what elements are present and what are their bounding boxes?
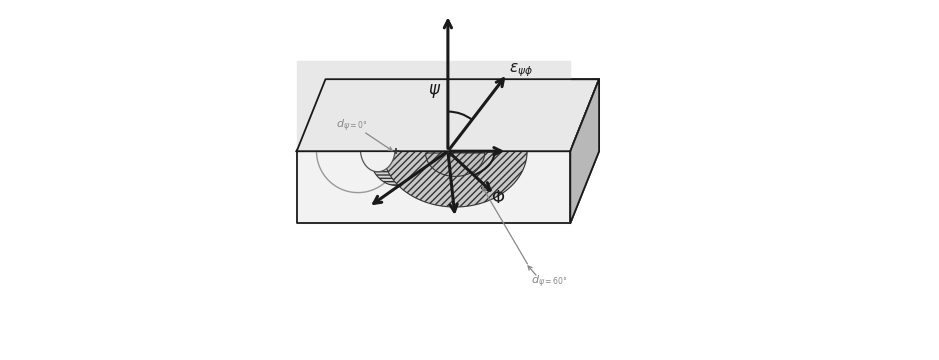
Text: $\Phi$: $\Phi$: [491, 189, 505, 207]
Text: $d_{\psi=60°}$: $d_{\psi=60°}$: [531, 274, 567, 290]
Polygon shape: [383, 151, 527, 207]
Polygon shape: [570, 79, 599, 223]
Polygon shape: [425, 153, 485, 176]
Text: $d_{\psi=0°}$: $d_{\psi=0°}$: [336, 117, 368, 134]
Polygon shape: [297, 151, 570, 223]
Polygon shape: [297, 61, 570, 150]
Polygon shape: [570, 79, 599, 223]
Polygon shape: [361, 149, 395, 172]
Text: $\varepsilon_{\psi\phi}$: $\varepsilon_{\psi\phi}$: [509, 61, 533, 79]
Text: $\psi$: $\psi$: [428, 82, 441, 100]
Polygon shape: [369, 151, 423, 185]
Polygon shape: [297, 79, 599, 151]
